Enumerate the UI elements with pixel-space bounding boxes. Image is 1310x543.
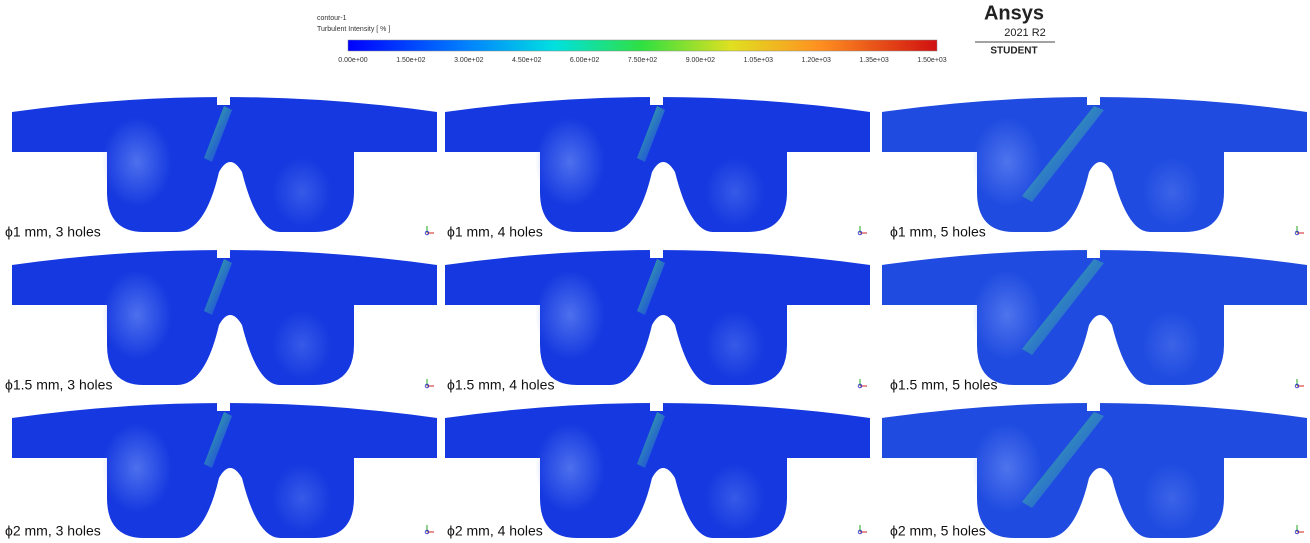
- haze: [705, 463, 765, 533]
- colorbar-tick-label: 1.35e+03: [859, 57, 888, 64]
- contour-panel: [12, 243, 437, 385]
- haze: [535, 270, 605, 360]
- colorbar-tick-label: 9.00e+02: [686, 57, 715, 64]
- nozzle-gap: [217, 396, 230, 411]
- logo-edition: STUDENT: [990, 46, 1037, 57]
- haze: [1142, 463, 1202, 533]
- panel-label: ϕ1 mm, 4 holes: [447, 224, 543, 240]
- panel-label: ϕ1.5 mm, 3 holes: [5, 377, 112, 393]
- colorbar-tick-label: 1.50e+03: [917, 57, 946, 64]
- contour-panel: [882, 243, 1307, 385]
- contour-panel: [445, 90, 870, 232]
- axis-triad: [858, 525, 867, 534]
- logo-version: 2021 R2: [1004, 27, 1046, 39]
- contour-panel: [445, 396, 870, 538]
- nozzle-gap: [1087, 243, 1100, 258]
- axis-triad: [858, 226, 867, 235]
- contour-panel: [445, 243, 870, 385]
- nozzle-gap: [650, 243, 663, 258]
- nozzle-gap: [1087, 90, 1100, 105]
- figure: contour-1 Turbulent Intensity [ % ] 0.00…: [0, 0, 1310, 543]
- colorbar-tick-label: 6.00e+02: [570, 57, 599, 64]
- colorbar-title: contour-1: [317, 15, 347, 22]
- haze: [272, 463, 332, 533]
- colorbar-tick-label: 4.50e+02: [512, 57, 541, 64]
- panel-label: ϕ2 mm, 3 holes: [5, 523, 101, 539]
- haze: [705, 157, 765, 227]
- colorbar-tick-label: 1.05e+03: [744, 57, 773, 64]
- axis-triad: [425, 226, 434, 235]
- nozzle-gap: [1087, 396, 1100, 411]
- contour-panel: [12, 90, 437, 232]
- contour-panel: [882, 396, 1307, 538]
- haze: [272, 310, 332, 380]
- colorbar-tick-label: 1.50e+02: [396, 57, 425, 64]
- nozzle-gap: [217, 90, 230, 105]
- panel-label: ϕ2 mm, 4 holes: [447, 523, 543, 539]
- axis-triad: [1295, 379, 1304, 388]
- haze: [102, 117, 172, 207]
- colorbar-label: Turbulent Intensity [ % ]: [317, 26, 390, 33]
- haze: [102, 423, 172, 513]
- axis-triad: [1295, 525, 1304, 534]
- contour-panel: [882, 90, 1307, 232]
- panel-label: ϕ1 mm, 5 holes: [890, 224, 986, 240]
- haze: [535, 423, 605, 513]
- contour-panel: [12, 396, 437, 538]
- axis-triad: [858, 379, 867, 388]
- haze: [1142, 310, 1202, 380]
- haze: [705, 310, 765, 380]
- haze: [535, 117, 605, 207]
- logo-brand: Ansys: [984, 2, 1044, 24]
- haze: [1142, 157, 1202, 227]
- panel-label: ϕ1 mm, 3 holes: [5, 224, 101, 240]
- nozzle-gap: [650, 396, 663, 411]
- colorbar-tick-label: 0.00e+00: [338, 57, 367, 64]
- colorbar-tick-label: 3.00e+02: [454, 57, 483, 64]
- colorbar: [348, 40, 937, 51]
- haze: [102, 270, 172, 360]
- nozzle-gap: [217, 243, 230, 258]
- panel-label: ϕ1.5 mm, 4 holes: [447, 377, 554, 393]
- panel-label: ϕ1.5 mm, 5 holes: [890, 377, 997, 393]
- axis-triad: [1295, 226, 1304, 235]
- haze: [272, 157, 332, 227]
- nozzle-gap: [650, 90, 663, 105]
- axis-triad: [425, 525, 434, 534]
- axis-triad: [425, 379, 434, 388]
- colorbar-tick-label: 1.20e+03: [801, 57, 830, 64]
- panel-label: ϕ2 mm, 5 holes: [890, 523, 986, 539]
- colorbar-tick-label: 7.50e+02: [628, 57, 657, 64]
